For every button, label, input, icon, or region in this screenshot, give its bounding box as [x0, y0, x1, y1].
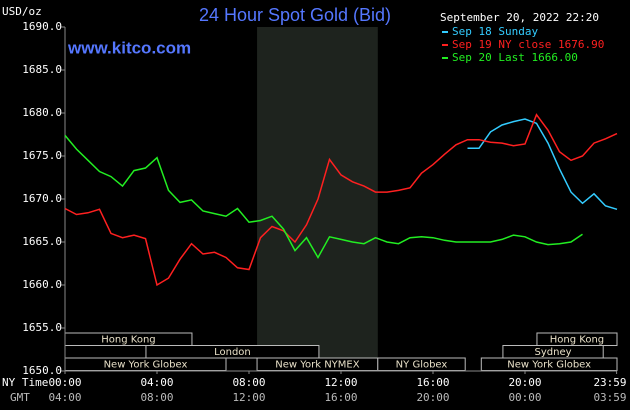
y-tick-label: 1670.0: [22, 192, 62, 205]
x-tick-label: 12:00: [324, 376, 357, 389]
series-line: [467, 118, 618, 211]
y-tick-label: 1655.0: [22, 321, 62, 334]
x-tick-label: 16:00: [416, 376, 449, 389]
y-axis-label: USD/oz: [2, 5, 42, 18]
legend-label: Sep 20 Last 1666.00: [452, 51, 578, 64]
y-tick-label: 1665.0: [22, 235, 62, 248]
legend-label: Sep 18 Sunday: [452, 25, 538, 38]
x2-tick-label: 12:00: [232, 391, 265, 404]
session-label: Hong Kong: [550, 335, 604, 346]
session-label: NY Globex: [396, 360, 448, 371]
y-tick-label: 1660.0: [22, 278, 62, 291]
y-tick-label: 1685.0: [22, 63, 62, 76]
x2-tick-label: 00:00: [508, 391, 541, 404]
legend-label: Sep 19 NY close 1676.90: [452, 38, 604, 51]
session-label: New York Globex: [507, 360, 591, 371]
y-tick-label: 1680.0: [22, 106, 62, 119]
session-label: New York Globex: [104, 360, 188, 371]
x2-tick-label: 08:00: [140, 391, 173, 404]
y-tick-label: 1650.0: [22, 364, 62, 377]
chart-title: 24 Hour Spot Gold (Bid): [199, 5, 391, 25]
x2-row-label: GMT: [10, 391, 30, 404]
series-line: [64, 134, 583, 260]
session-label: Sydney: [535, 347, 572, 358]
x2-tick-label: 20:00: [416, 391, 449, 404]
y-tick-label: 1675.0: [22, 149, 62, 162]
x-tick-label: 00:00: [48, 376, 81, 389]
x2-tick-label: 03:59: [593, 391, 626, 404]
session-label: Hong Kong: [101, 335, 155, 346]
subtitle: www.kitco.com: [67, 38, 191, 57]
session-bar: [145, 345, 320, 359]
x-tick-label: 23:59: [593, 376, 626, 389]
y-tick-label: 1690.0: [22, 20, 62, 33]
x-tick-label: 20:00: [508, 376, 541, 389]
x-tick-label: 04:00: [140, 376, 173, 389]
series-line: [64, 113, 618, 287]
session-label: New York NYMEX: [275, 360, 360, 371]
x2-tick-label: 16:00: [324, 391, 357, 404]
x-row-label: NY Time: [2, 376, 48, 389]
x2-tick-label: 04:00: [48, 391, 81, 404]
session-label: London: [214, 347, 251, 358]
x-tick-label: 08:00: [232, 376, 265, 389]
legend-title: September 20, 2022 22:20: [440, 11, 599, 24]
